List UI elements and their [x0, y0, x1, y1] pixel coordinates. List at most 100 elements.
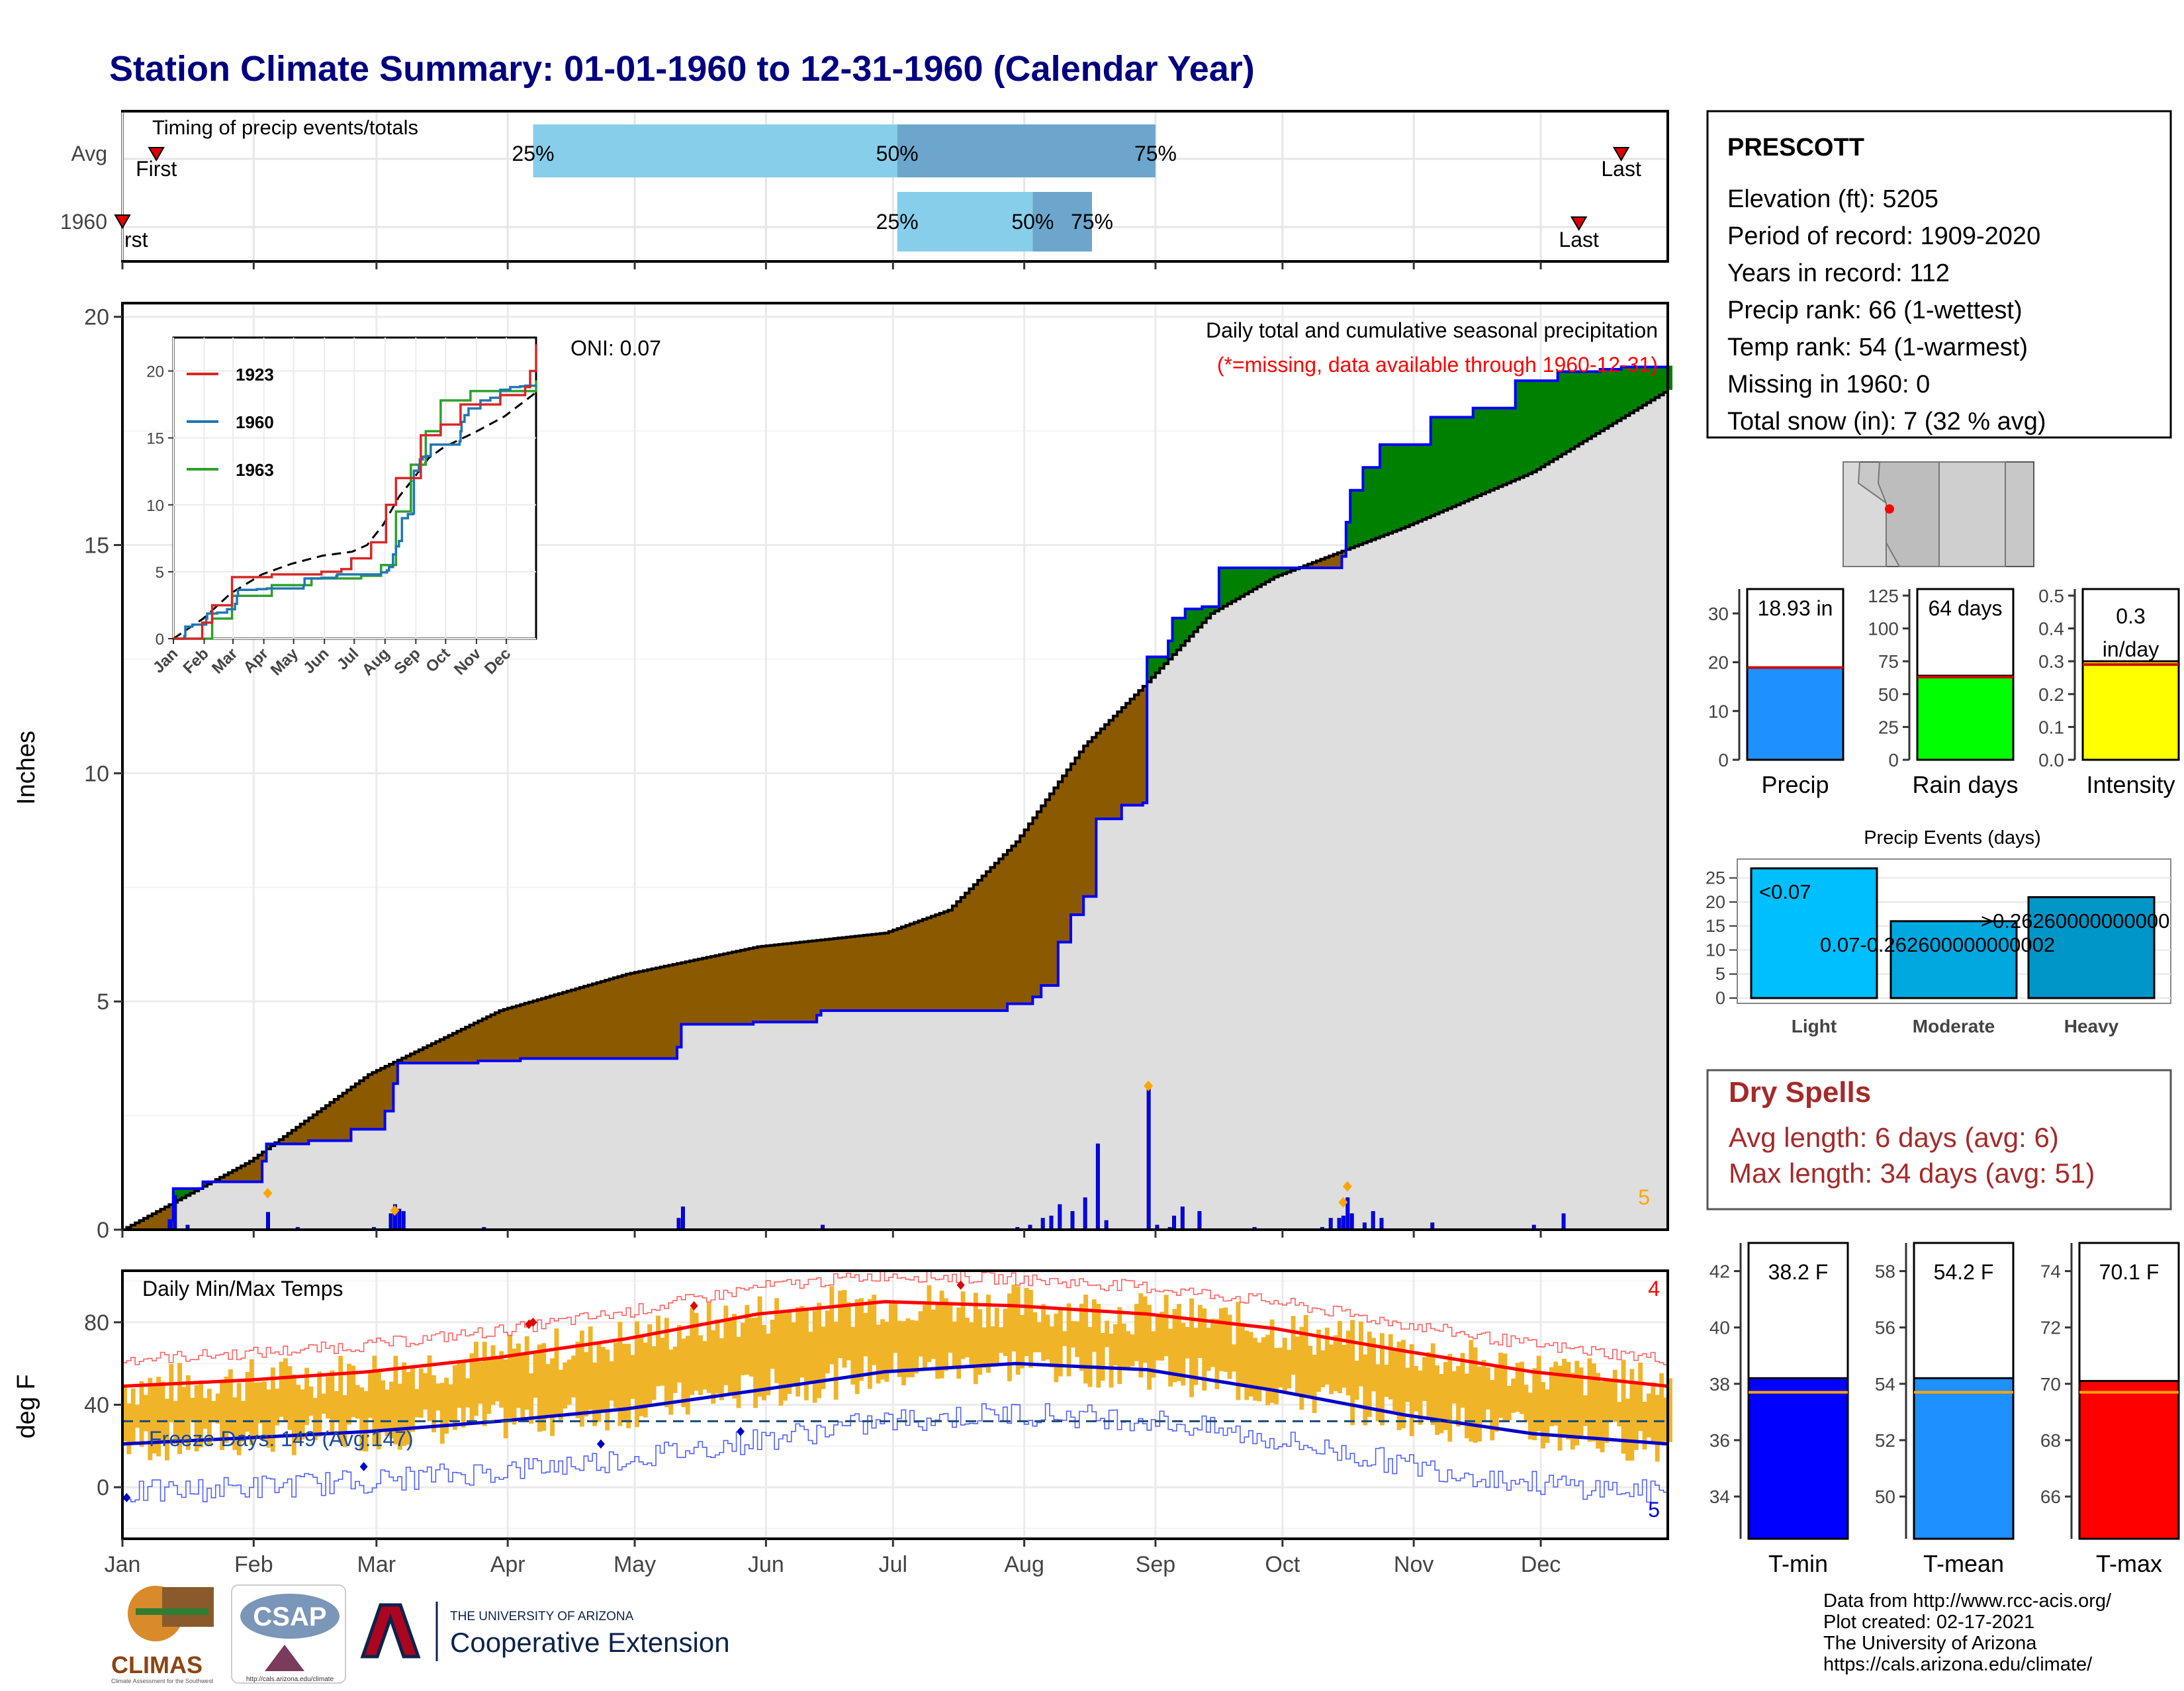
events-bars: 0 5 10 15 20 25 Light Moderate Heavy <0.07 0.07-0.…: [1706, 867, 2171, 1036]
daily-temp-bar: [1367, 1331, 1372, 1417]
daily-temp-bar: [1232, 1344, 1236, 1372]
1960-q50-label: 50%: [1011, 210, 1054, 234]
daily-temp-bar: [393, 1355, 398, 1445]
temp-summary-ytick-label: 52: [1875, 1430, 1895, 1451]
daily-temp-bar: [1494, 1365, 1499, 1432]
daily-temp-bar: [563, 1362, 568, 1409]
daily-temp-bar: [854, 1299, 860, 1394]
daily-temp-bar: [829, 1286, 835, 1365]
daily-temp-bar: [457, 1360, 462, 1408]
daily-temp-bar: [651, 1346, 657, 1400]
inset-line-1960: [173, 385, 537, 640]
1960-q25-label: 25%: [876, 210, 919, 234]
daily-temp-bar: [1121, 1323, 1126, 1370]
daily-temp-bar: [385, 1389, 390, 1436]
daily-temp-bar: [1604, 1380, 1609, 1443]
inset-ytick-label: 10: [146, 497, 164, 515]
station-name: PRESCOTT: [1727, 134, 1864, 161]
daily-temp-bar: [770, 1320, 775, 1369]
row-label-avg: Avg: [71, 142, 107, 165]
daily-temp-bar: [1629, 1369, 1635, 1461]
daily-temp-bar: [825, 1310, 830, 1374]
mini-ytick-label: 50: [1878, 684, 1899, 705]
daily-temp-bar: [1443, 1361, 1448, 1430]
temp-ylabel: deg F: [13, 1374, 40, 1438]
mini-bar-chart-precip: 0 10 20 30 18.93 in Precip: [1708, 588, 1844, 798]
temp-record-marker: [596, 1439, 605, 1449]
daily-temp-bar: [944, 1298, 948, 1371]
temp-summary-value-label: 38.2 F: [1768, 1260, 1829, 1284]
events-category-label: Moderate: [1913, 1016, 1995, 1036]
climas-land-shape: [162, 1587, 214, 1627]
daily-temp-bar: [1481, 1359, 1486, 1421]
daily-temp-bar: [122, 1387, 127, 1441]
daily-temp-bar: [304, 1367, 309, 1426]
daily-temp-bar: [1388, 1334, 1393, 1400]
daily-temp-bar: [981, 1327, 987, 1368]
mini-ytick-label: 100: [1868, 619, 1899, 639]
precip-panel: 0 5 10 15 20 Daily total and cumulative seas…: [13, 302, 1672, 1243]
daily-temp-bar: [355, 1385, 360, 1419]
daily-temp-bar: [952, 1321, 957, 1368]
daily-temp-bar: [203, 1398, 208, 1429]
events-bar: [1750, 867, 1878, 999]
daily-temp-bar: [478, 1361, 483, 1404]
precip-frame: [121, 302, 1669, 1231]
daily-temp-bar: [444, 1377, 449, 1434]
daily-temp-bar: [1126, 1331, 1131, 1369]
month-tick-label: Oct: [1265, 1552, 1300, 1577]
daily-temp-bar: [545, 1364, 551, 1416]
daily-precip-bar: [1349, 1213, 1354, 1230]
temp-corner-bottom: 5: [1648, 1498, 1660, 1522]
daily-temp-bar: [1511, 1378, 1516, 1413]
daily-temp-bar: [782, 1313, 788, 1401]
daily-temp-bar: [796, 1307, 801, 1397]
temp-record-marker: [122, 1492, 131, 1502]
daily-precip-bar: [680, 1207, 685, 1230]
daily-temp-bar: [736, 1336, 741, 1408]
climas-wordmark: CLIMAS: [111, 1651, 203, 1678]
mini-ytick-label: 10: [1708, 701, 1729, 721]
daily-temp-bar: [1312, 1354, 1317, 1413]
daily-temp-bar: [1172, 1308, 1177, 1383]
daily-temp-bar: [867, 1299, 872, 1389]
daily-temp-bar: [1392, 1350, 1398, 1412]
precip-surplus-fill: [173, 365, 1672, 1203]
daily-temp-bar: [372, 1355, 377, 1446]
footer-line: Plot created: 02-17-2021: [1823, 1612, 2034, 1633]
month-tick-label: Nov: [1394, 1552, 1433, 1577]
temp-corner-top: 4: [1648, 1277, 1660, 1301]
temp-summary-label: T-mean: [1923, 1550, 2004, 1577]
daily-temp-bar: [461, 1360, 466, 1428]
daily-temp-bar: [1138, 1293, 1144, 1378]
mini-bar-label: Rain days: [1912, 771, 2018, 798]
record-max-line: [122, 1269, 1668, 1365]
daily-precip-bar: [1083, 1197, 1087, 1230]
daily-temp-bar: [275, 1389, 280, 1426]
temp-summary-chart-t-min: 34 36 38 40 42 38.2 F T-min: [1709, 1242, 1849, 1577]
station-detail-line: Years in record: 112: [1727, 259, 1950, 287]
inset-ytick-label: 20: [146, 363, 164, 381]
daily-temp-bar: [1287, 1349, 1292, 1389]
mini-bar-label: Precip: [1761, 771, 1829, 798]
month-tick-label: Jul: [879, 1552, 907, 1577]
1960-q25-q50-box: [897, 192, 1033, 251]
daily-temp-bar: [905, 1318, 911, 1378]
daily-temp-bar: [1621, 1359, 1626, 1454]
daily-temp-bar: [791, 1322, 796, 1385]
temp-y-axis: 0 40 80: [84, 1310, 122, 1500]
daily-temp-bar: [999, 1327, 1004, 1353]
daily-temp-bar: [1587, 1358, 1592, 1442]
daily-precip-bar: [1049, 1215, 1054, 1230]
temp-header: Daily Min/Max Temps: [142, 1277, 343, 1301]
station-detail-line: Total snow (in): 7 (32 % avg): [1727, 408, 2046, 435]
average-max-line: [122, 1300, 1668, 1388]
daily-temp-bar: [190, 1398, 195, 1421]
daily-temp-bar: [312, 1398, 318, 1441]
daily-temp-bar: [317, 1371, 322, 1437]
daily-temp-bar: [1566, 1361, 1571, 1440]
events-ytick-label: 5: [1715, 964, 1725, 984]
mini-ytick-label: 0: [1888, 750, 1899, 770]
daily-temp-bar: [1036, 1322, 1042, 1353]
daily-temp-bar: [1422, 1357, 1427, 1401]
